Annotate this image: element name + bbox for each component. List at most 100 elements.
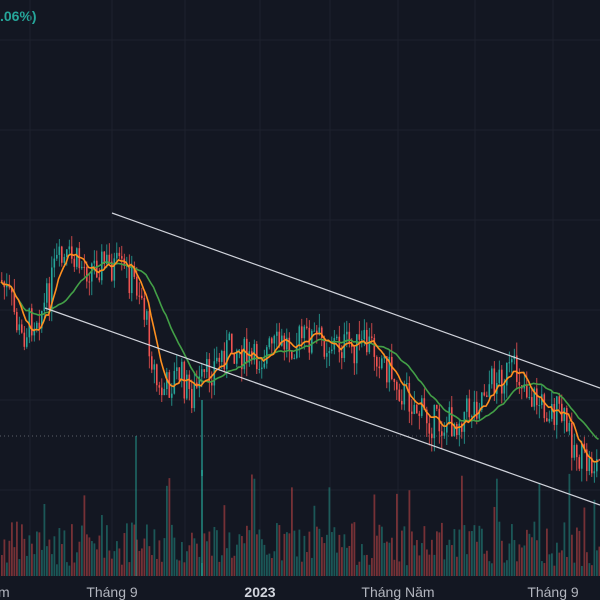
- volume-bar: [433, 554, 436, 576]
- channel-lower-line: [44, 307, 600, 506]
- volume-bar: [241, 536, 243, 576]
- candle-body: [226, 340, 228, 370]
- candle-body: [111, 261, 113, 281]
- candle-body: [406, 383, 408, 385]
- candle-body: [388, 356, 391, 383]
- volume-bar: [376, 535, 378, 576]
- volume-bar: [418, 555, 421, 576]
- candle-body: [98, 277, 101, 281]
- candle-body: [291, 350, 293, 359]
- volume-bar: [406, 565, 408, 576]
- volume-bar: [351, 523, 353, 576]
- volume-bar: [563, 522, 566, 576]
- volume-bar: [238, 534, 241, 576]
- volume-bar: [461, 475, 463, 576]
- candle-body: [121, 256, 123, 259]
- volume-bar: [368, 564, 371, 576]
- volume-bar: [303, 535, 306, 576]
- candle-body: [33, 328, 36, 336]
- candle-body: [51, 267, 53, 309]
- volume-bar: [58, 528, 61, 576]
- volume-bar: [271, 558, 273, 576]
- candle-body: [238, 349, 241, 351]
- volume-bar: [201, 470, 203, 576]
- candle-body: [456, 424, 458, 436]
- volume-bar: [521, 547, 523, 576]
- volume-bar: [71, 524, 73, 576]
- candle-body: [188, 374, 191, 389]
- volume-bar: [261, 539, 263, 576]
- volume-bar: [33, 554, 36, 576]
- volume-bar: [91, 541, 93, 576]
- volume-bar: [513, 540, 516, 576]
- volume-bar: [551, 553, 553, 576]
- candle-body: [526, 384, 528, 398]
- volume-bar: [478, 525, 481, 576]
- volume-bar: [341, 547, 343, 576]
- candle-body: [533, 388, 536, 407]
- volume-bar: [8, 540, 11, 576]
- candle-body: [43, 302, 46, 311]
- volume-bar: [218, 561, 221, 576]
- volume-bar: [233, 555, 236, 576]
- volume-bar: [276, 523, 278, 576]
- volume-bar: [398, 561, 401, 576]
- volume-bar: [186, 551, 188, 576]
- volume-bar: [6, 562, 8, 576]
- candle-body: [413, 404, 416, 414]
- volume-bar: [583, 507, 586, 576]
- volume-bar: [493, 506, 496, 576]
- candle-body: [441, 431, 443, 436]
- candle-body: [486, 395, 488, 397]
- candle-body: [173, 371, 176, 394]
- volume-bar: [266, 554, 268, 576]
- volume-bar: [401, 530, 403, 576]
- volume-bar: [191, 532, 193, 576]
- candle-body: [101, 251, 103, 281]
- candle-body: [113, 258, 116, 281]
- volume-bar: [383, 542, 386, 576]
- volume-bar: [143, 538, 146, 576]
- volume-bar: [106, 525, 108, 576]
- volume-bar: [56, 564, 58, 576]
- candle-body: [423, 398, 426, 410]
- volume-bar: [336, 552, 338, 576]
- volume-bar: [253, 478, 256, 576]
- volume-bar: [211, 555, 213, 576]
- volume-bar: [516, 561, 518, 576]
- candle-body: [373, 337, 376, 357]
- volume-bar: [246, 525, 248, 576]
- volume-bar: [356, 564, 358, 576]
- candle-body: [181, 361, 183, 381]
- candle-body: [356, 334, 358, 364]
- candle-body: [461, 423, 463, 432]
- candle-body: [56, 254, 58, 259]
- candle-body: [411, 411, 413, 414]
- volume-bar: [491, 563, 493, 576]
- volume-bar: [278, 525, 281, 576]
- volume-bar: [316, 526, 318, 576]
- volume-bar: [458, 529, 461, 576]
- candle-body: [326, 353, 328, 357]
- candle-body: [463, 411, 466, 432]
- volume-bar: [558, 552, 561, 576]
- volume-bar: [178, 560, 181, 576]
- volume-bar: [18, 559, 21, 576]
- volume-bar: [108, 550, 111, 576]
- volume-bar: [128, 562, 131, 576]
- candle-body: [243, 338, 246, 370]
- volume-bar: [538, 482, 541, 576]
- volume-bar: [536, 540, 538, 576]
- volume-bar: [248, 530, 251, 576]
- volume-bar: [468, 531, 471, 576]
- candle-body: [146, 311, 148, 320]
- candle-body: [318, 327, 321, 335]
- volume-bar: [231, 557, 233, 576]
- candle-body: [68, 246, 71, 250]
- volume-bar: [393, 559, 396, 576]
- volume-bar: [46, 546, 48, 576]
- candle-body: [218, 357, 221, 362]
- candle-body: [416, 404, 418, 414]
- candle-body: [246, 338, 248, 363]
